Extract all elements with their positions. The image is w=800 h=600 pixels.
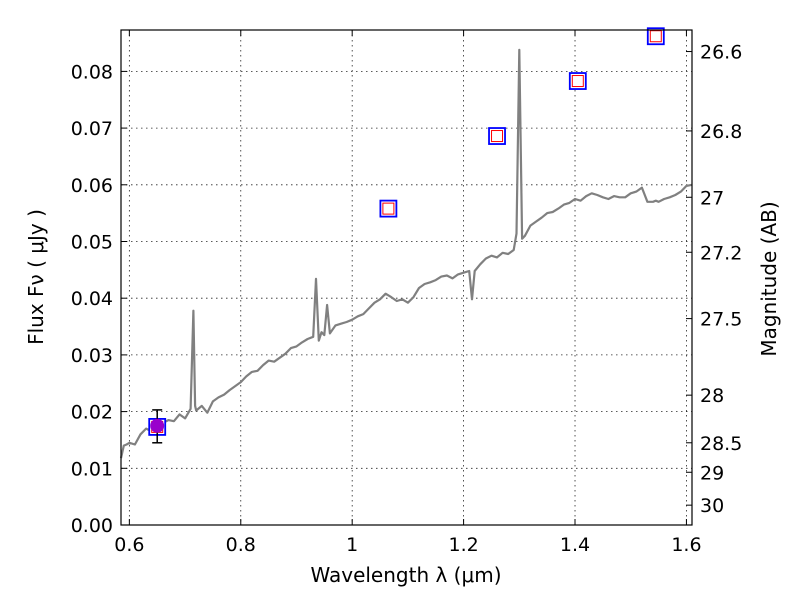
- y-axis-label: Flux Fν ( μJy ): [24, 209, 48, 345]
- model-square-outer: [646, 27, 665, 46]
- plot-area: [121, 30, 692, 525]
- x-tick-label: 0.6: [114, 534, 144, 556]
- y2-tick-label: 29: [700, 462, 724, 484]
- y2-tick-label: 28: [700, 385, 724, 407]
- y-tick-label: 0.06: [71, 175, 113, 197]
- y-tick-label: 0.04: [71, 288, 113, 310]
- grid-lines: [121, 30, 692, 526]
- y2-tick-label: 30: [700, 495, 724, 517]
- y2-tick-label: 27.5: [700, 309, 742, 331]
- x-tick-label: 1: [346, 534, 358, 556]
- x-tick-label: 0.8: [226, 534, 256, 556]
- x-tick-label: 1.2: [448, 534, 478, 556]
- y-tick-label: 0.08: [71, 61, 113, 83]
- y2-tick-label: 27.2: [700, 242, 742, 264]
- model-square-inner: [649, 30, 662, 43]
- y2-tick-label: 26.6: [700, 42, 742, 64]
- y2-tick-label: 27: [700, 187, 724, 209]
- y-tick-label: 0.01: [71, 458, 113, 480]
- model-square-inner: [491, 130, 504, 143]
- y-tick-label: 0.02: [71, 402, 113, 424]
- axis-ticks: 0.6 0.8 1 1.2 1.4 1.6 0.00 0.01 0.02 0.03 0.04 0.05…: [71, 30, 742, 556]
- y-tick-label: 0.07: [71, 118, 113, 140]
- y2-axis-label: Magnitude (AB): [757, 201, 781, 356]
- x-axis-label: Wavelength λ (μm): [310, 563, 501, 587]
- spectrum-series: [119, 48, 693, 459]
- x-tick-label: 1.6: [671, 534, 701, 556]
- y-tick-label: 0.03: [71, 345, 113, 367]
- model-square-inner: [571, 75, 584, 88]
- plot-frame: [120, 29, 693, 526]
- model-square-outer: [568, 72, 587, 90]
- photometry-markers: [148, 27, 665, 444]
- x-tick-label: 1.4: [560, 534, 590, 556]
- y2-tick-label: 26.8: [700, 121, 742, 143]
- model-square-outer: [488, 127, 506, 145]
- spectrum-line: [119, 48, 693, 459]
- y-tick-label: 0.05: [71, 231, 113, 253]
- model-square-outer: [379, 199, 398, 218]
- model-square-inner: [382, 202, 395, 215]
- y2-tick-label: 28.5: [700, 433, 742, 455]
- observed-point: [150, 418, 165, 433]
- y-tick-label: 0.00: [71, 515, 113, 537]
